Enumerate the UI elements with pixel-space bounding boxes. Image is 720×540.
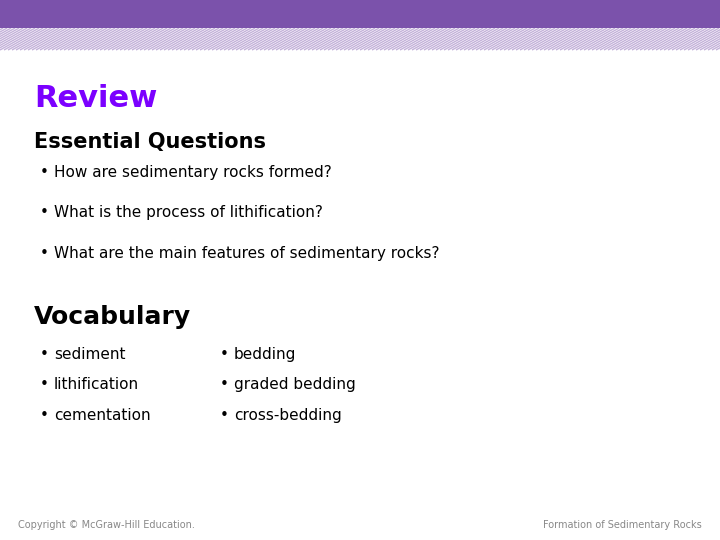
Text: Essential Questions: Essential Questions <box>34 132 266 152</box>
Text: cementation: cementation <box>54 408 150 423</box>
Text: •: • <box>40 408 48 423</box>
Text: How are sedimentary rocks formed?: How are sedimentary rocks formed? <box>54 165 332 180</box>
Text: •: • <box>40 377 48 393</box>
Text: lithification: lithification <box>54 377 139 393</box>
Text: Copyright © McGraw-Hill Education.: Copyright © McGraw-Hill Education. <box>18 520 195 530</box>
Bar <box>0 0 720 28</box>
Text: What is the process of lithification?: What is the process of lithification? <box>54 205 323 220</box>
Text: sediment: sediment <box>54 347 125 362</box>
Text: •: • <box>40 205 48 220</box>
Text: Formation of Sedimentary Rocks: Formation of Sedimentary Rocks <box>544 520 702 530</box>
Text: Review: Review <box>34 84 157 113</box>
Bar <box>0 28 720 50</box>
Text: Vocabulary: Vocabulary <box>34 305 191 329</box>
Text: graded bedding: graded bedding <box>234 377 356 393</box>
Text: bedding: bedding <box>234 347 297 362</box>
Text: •: • <box>40 246 48 261</box>
Text: cross-bedding: cross-bedding <box>234 408 342 423</box>
Text: •: • <box>220 347 228 362</box>
Text: •: • <box>40 165 48 180</box>
Text: •: • <box>220 377 228 393</box>
Text: •: • <box>220 408 228 423</box>
Text: What are the main features of sedimentary rocks?: What are the main features of sedimentar… <box>54 246 439 261</box>
Text: •: • <box>40 347 48 362</box>
